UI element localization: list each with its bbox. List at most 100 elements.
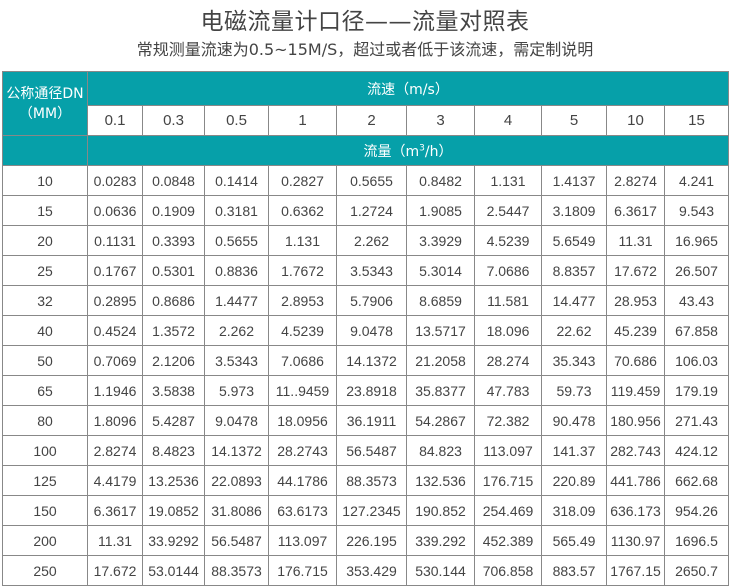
flow-cell: 6.3617: [87, 495, 143, 526]
flow-cell: 8.6859: [406, 285, 475, 316]
flow-cell: 141.37: [541, 435, 607, 466]
flow-cell: 9.0478: [336, 315, 407, 346]
flow-header-label: 流量（m: [363, 143, 420, 160]
flow-cell: 63.6173: [268, 495, 337, 526]
table-row: 250 17.672 53.0144 88.3573 176.715 353.429 530…: [2, 555, 729, 586]
flow-cell: 0.0636: [87, 195, 143, 226]
flow-cell: 9.543: [664, 195, 729, 226]
flow-cell: 0.1767: [87, 255, 143, 286]
flow-cell: 8.4823: [142, 435, 205, 466]
dn-header: 公称通径DN （MM）: [2, 71, 88, 136]
flow-cell: 13.2536: [142, 465, 205, 496]
velocity-header: 流速（m/s）: [87, 71, 729, 106]
flow-cell: 706.858: [474, 555, 542, 586]
flow-cell: 5.4287: [142, 405, 205, 436]
flow-cell: 44.1786: [268, 465, 337, 496]
flow-cell: 28.274: [474, 345, 542, 376]
flow-header-sup: 3: [419, 142, 425, 153]
flow-cell: 36.1911: [336, 405, 407, 436]
flow-cell: 127.2345: [336, 495, 407, 526]
flow-cell: 26.507: [664, 255, 729, 286]
flow-cell: 11..9459: [268, 375, 337, 406]
flow-cell: 220.89: [541, 465, 607, 496]
table-row: 10 0.0283 0.0848 0.1414 0.2827 0.5655 0.8482 1.…: [2, 165, 729, 196]
flow-cell: 16.965: [664, 225, 729, 256]
flow-cell: 1.8096: [87, 405, 143, 436]
velocity-value: 1: [268, 105, 337, 136]
flow-cell: 56.5487: [204, 525, 269, 556]
flow-cell: 31.8086: [204, 495, 269, 526]
flow-cell: 4.4179: [87, 465, 143, 496]
flow-cell: 4.5239: [474, 225, 542, 256]
flow-cell: 5.973: [204, 375, 269, 406]
flow-cell: 2.8274: [87, 435, 143, 466]
table-row: 25 0.1767 0.5301 0.8836 1.7672 3.5343 5.3014 7.…: [2, 255, 729, 286]
flow-cell: 11.31: [606, 225, 665, 256]
flow-cell: 0.7069: [87, 345, 143, 376]
flow-cell: 0.3181: [204, 195, 269, 226]
flow-cell: 28.953: [606, 285, 665, 316]
flow-cell: 3.1809: [541, 195, 607, 226]
flow-cell: 424.12: [664, 435, 729, 466]
flow-cell: 662.68: [664, 465, 729, 496]
flow-cell: 113.097: [474, 435, 542, 466]
flow-cell: 3.5343: [204, 345, 269, 376]
flow-cell: 0.0848: [142, 165, 205, 196]
flow-cell: 7.0686: [474, 255, 542, 286]
flow-cell: 0.1414: [204, 165, 269, 196]
flow-cell: 3.5343: [336, 255, 407, 286]
flow-comparison-table: 公称通径DN （MM） 流速（m/s） 0.1 0.3 0.5 1 2 3 4 5 10 15 流…: [2, 71, 729, 586]
flow-cell: 53.0144: [142, 555, 205, 586]
flow-cell: 254.469: [474, 495, 542, 526]
velocity-values-row: 0.1 0.3 0.5 1 2 3 4 5 10 15: [3, 105, 729, 136]
dn-cell: 125: [2, 465, 88, 496]
flow-cell: 14.1372: [336, 345, 407, 376]
dn-cell: 32: [2, 285, 88, 316]
flow-cell: 88.3573: [204, 555, 269, 586]
flow-cell: 67.858: [664, 315, 729, 346]
flow-cell: 14.1372: [204, 435, 269, 466]
velocity-header-label: 流速（m/s）: [367, 81, 449, 98]
flow-cell: 11.581: [474, 285, 542, 316]
flow-cell: 6.3617: [606, 195, 665, 226]
velocity-value: 15: [664, 105, 729, 136]
dn-cell: 65: [2, 375, 88, 406]
flow-cell: 0.8686: [142, 285, 205, 316]
flow-cell: 3.3929: [406, 225, 475, 256]
dn-cell: 80: [2, 405, 88, 436]
flow-cell: 176.715: [474, 465, 542, 496]
flow-cell: 339.292: [406, 525, 475, 556]
flow-cell: 530.144: [406, 555, 475, 586]
flow-cell: 0.8836: [204, 255, 269, 286]
flow-cell: 9.0478: [204, 405, 269, 436]
flow-cell: 17.672: [87, 555, 143, 586]
velocity-value: 3: [406, 105, 475, 136]
table-row: 100 2.8274 8.4823 14.1372 28.2743 56.5487 84.8…: [2, 435, 729, 466]
flow-header: 流量（m3/h）: [87, 135, 729, 166]
flow-cell: 636.173: [606, 495, 665, 526]
table-row: 32 0.2895 0.8686 1.4477 2.8953 5.7906 8.6859 11…: [2, 285, 729, 316]
flow-cell: 271.43: [664, 405, 729, 436]
flow-cell: 23.8918: [336, 375, 407, 406]
flow-cell: 13.5717: [406, 315, 475, 346]
velocity-value: 10: [606, 105, 665, 136]
flow-cell: 8.8357: [541, 255, 607, 286]
flow-cell: 21.2058: [406, 345, 475, 376]
table-row: 80 1.8096 5.4287 9.0478 18.0956 36.1911 54.286…: [2, 405, 729, 436]
flow-cell: 2.262: [336, 225, 407, 256]
flow-cell: 1.1946: [87, 375, 143, 406]
flow-cell: 1767.15: [606, 555, 665, 586]
flow-cell: 28.2743: [268, 435, 337, 466]
table-row: 50 0.7069 2.1206 3.5343 7.0686 14.1372 21.2058…: [2, 345, 729, 376]
dn-cell: 25: [2, 255, 88, 286]
flow-cell: 176.715: [268, 555, 337, 586]
flow-cell: 84.823: [406, 435, 475, 466]
flow-cell: 3.5838: [142, 375, 205, 406]
flow-cell: 119.459: [606, 375, 665, 406]
flow-cell: 17.672: [606, 255, 665, 286]
flow-cell: 0.1131: [87, 225, 143, 256]
flow-cell: 179.19: [664, 375, 729, 406]
flow-cell: 5.6549: [541, 225, 607, 256]
flow-cell: 318.09: [541, 495, 607, 526]
dn-cell: 150: [2, 495, 88, 526]
